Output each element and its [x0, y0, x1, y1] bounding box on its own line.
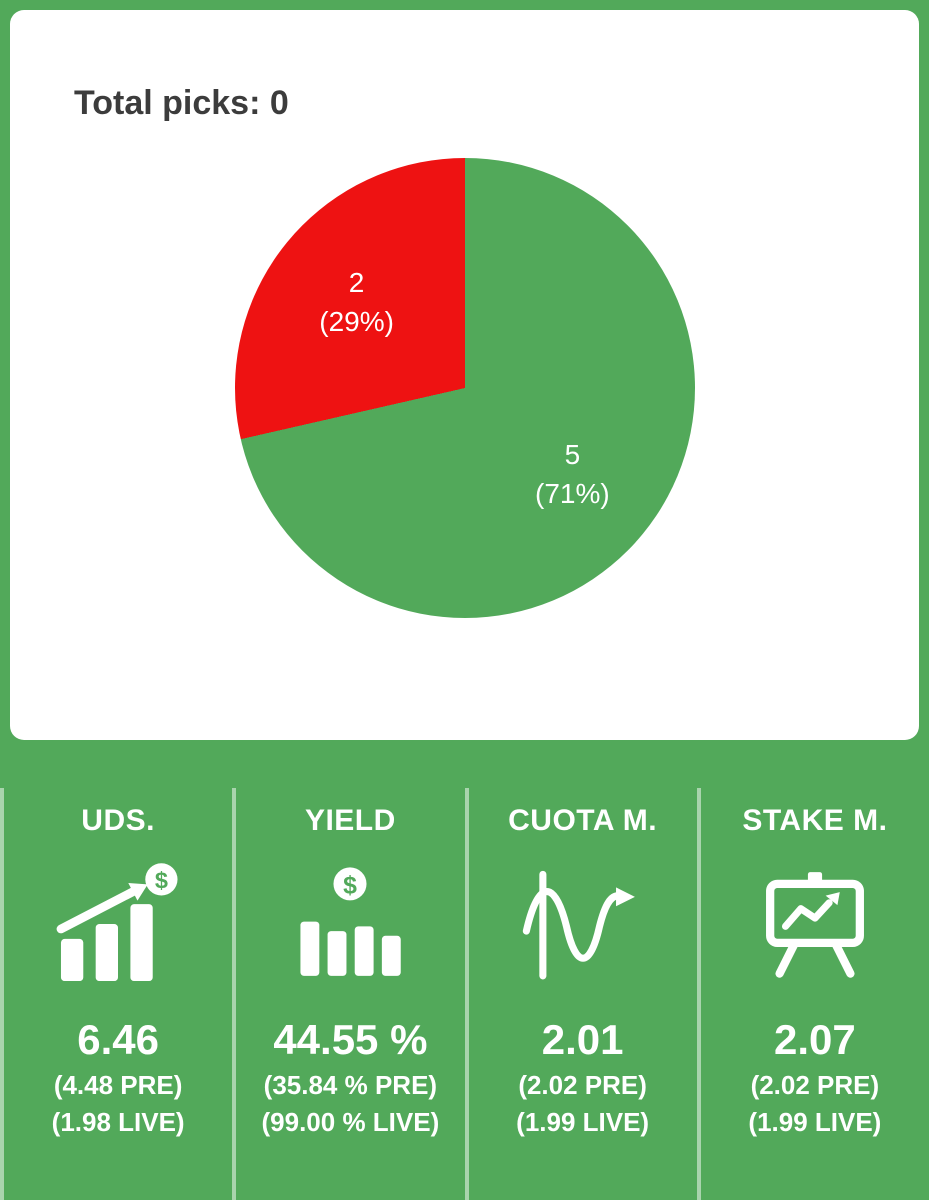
- stat-sub-live: (1.99 LIVE): [516, 1107, 650, 1137]
- total-picks-title: Total picks: 0: [74, 84, 289, 122]
- stat-column: STAKE M. 2.07 (2.02 PRE) (1.99 LIVE): [696, 788, 929, 1200]
- stat-icon-slot: $: [291, 856, 409, 992]
- stat-sub-live: (1.98 LIVE): [51, 1107, 185, 1137]
- stat-icon-slot: [521, 856, 645, 992]
- stat-column: UDS. $ 6.46 (4.48 PRE) (1.98 LIVE): [0, 788, 232, 1200]
- stat-label: CUOTA M.: [508, 804, 658, 837]
- stat-sub-pre: (4.48 PRE): [53, 1070, 183, 1100]
- pie-slice-value: 2: [348, 266, 365, 298]
- pie-chart: 5 (71%) 2 (29%): [234, 158, 695, 618]
- yield-bars-dollar-icon: $: [300, 867, 402, 976]
- svg-text:$: $: [343, 872, 357, 899]
- stat-sub-live: (1.99 LIVE): [748, 1107, 882, 1137]
- average-odds-wave-icon: [522, 870, 635, 980]
- svg-text:$: $: [155, 868, 168, 894]
- stat-value: 2.01: [541, 1016, 624, 1063]
- units-growth-icon: $: [56, 863, 178, 982]
- pie-slice-value: 5: [564, 438, 581, 470]
- stat-icon-slot: $: [56, 856, 180, 992]
- stat-column: CUOTA M. 2.01 (2.02 PRE) (1.99 LIVE): [464, 788, 697, 1200]
- stat-value: 44.55 %: [273, 1016, 428, 1063]
- pie-slice-percent: (29%): [319, 305, 394, 337]
- pie-slice-label: 2 (29%): [319, 263, 394, 341]
- stat-icon-slot: [756, 856, 874, 992]
- stat-sub-pre: (35.84 % PRE): [263, 1070, 438, 1100]
- stat-label: UDS.: [81, 804, 155, 837]
- pie-circle: [234, 158, 695, 618]
- stat-sub-live: (99.00 % LIVE): [261, 1107, 440, 1137]
- average-stake-board-icon: [765, 872, 864, 978]
- pie-slice-label: 5 (71%): [535, 435, 610, 513]
- picks-card: Total picks: 0 5 (71%) 2 (29%): [10, 10, 919, 740]
- stat-label: STAKE M.: [742, 804, 888, 837]
- stat-column: YIELD $ 44.55 % (35.84 % PRE) (99.00 % L…: [232, 788, 464, 1200]
- stat-label: YIELD: [304, 804, 396, 837]
- pie-slice-percent: (71%): [535, 478, 610, 510]
- stats-row: UDS. $ 6.46 (4.48 PRE) (1.98 LIVE) YIELD…: [0, 788, 929, 1200]
- stat-sub-pre: (2.02 PRE): [518, 1070, 647, 1100]
- stat-sub-pre: (2.02 PRE): [750, 1070, 880, 1100]
- stat-value: 6.46: [77, 1016, 159, 1063]
- stat-value: 2.07: [774, 1016, 856, 1063]
